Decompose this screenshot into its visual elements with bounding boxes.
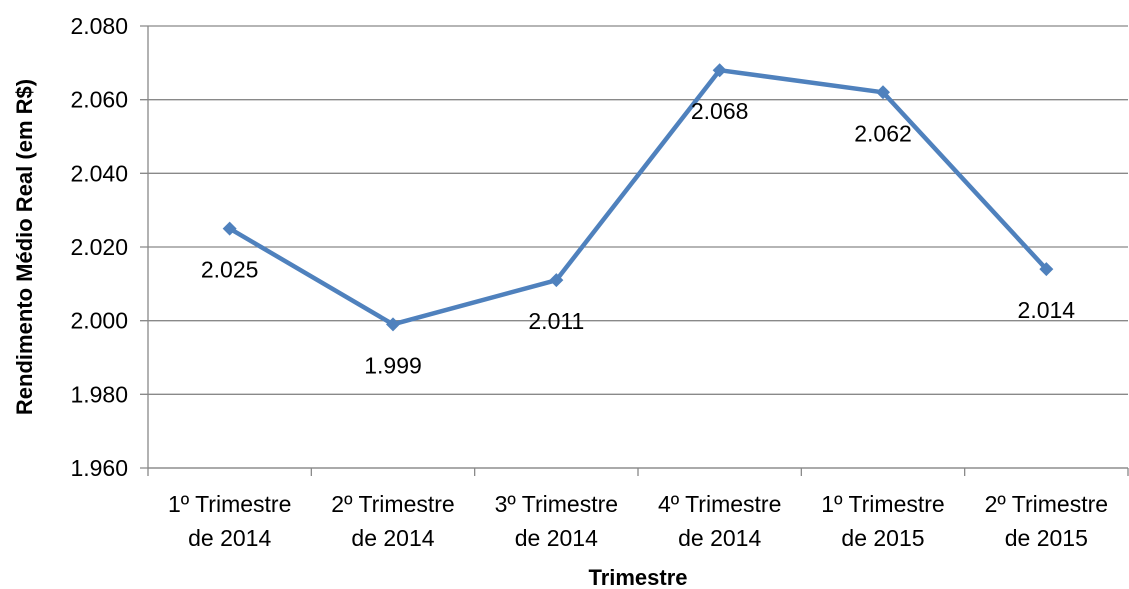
data-label: 2.014 bbox=[1018, 297, 1076, 323]
y-axis-title: Rendimento Médio Real (em R$) bbox=[12, 79, 37, 415]
marker bbox=[386, 317, 400, 332]
y-tick-label: 2.020 bbox=[70, 234, 128, 260]
data-label: 2.025 bbox=[201, 257, 259, 283]
marker bbox=[712, 63, 727, 78]
x-axis-title: Trimestre bbox=[588, 565, 687, 589]
data-label: 2.011 bbox=[528, 308, 584, 334]
data-line bbox=[228, 67, 1048, 327]
x-tick-label: 1º Trimestre de 2015 bbox=[821, 491, 944, 551]
y-tick-label: 2.060 bbox=[70, 87, 128, 113]
data-label: 1.999 bbox=[364, 352, 422, 378]
marker bbox=[1039, 262, 1054, 277]
data-label: 2.068 bbox=[691, 98, 749, 124]
y-tick-label: 2.080 bbox=[70, 13, 128, 39]
marker bbox=[876, 85, 890, 100]
data-label: 2.062 bbox=[854, 120, 912, 146]
y-tick-label: 1.960 bbox=[70, 455, 128, 481]
y-tick-label: 1.980 bbox=[70, 381, 128, 407]
marker bbox=[549, 273, 564, 288]
x-tick-label: 2º Trimestre de 2014 bbox=[331, 491, 454, 551]
x-tick-label: 1º Trimestre de 2014 bbox=[168, 491, 291, 551]
x-tick-label: 3º Trimestre de 2014 bbox=[495, 491, 618, 551]
marker bbox=[222, 221, 237, 236]
y-tick-label: 2.000 bbox=[70, 308, 128, 334]
x-tick-label: 4º Trimestre de 2014 bbox=[658, 491, 781, 551]
y-tick-label: 2.040 bbox=[70, 160, 128, 186]
x-tick-label: 2º Trimestre de 2015 bbox=[985, 491, 1108, 551]
